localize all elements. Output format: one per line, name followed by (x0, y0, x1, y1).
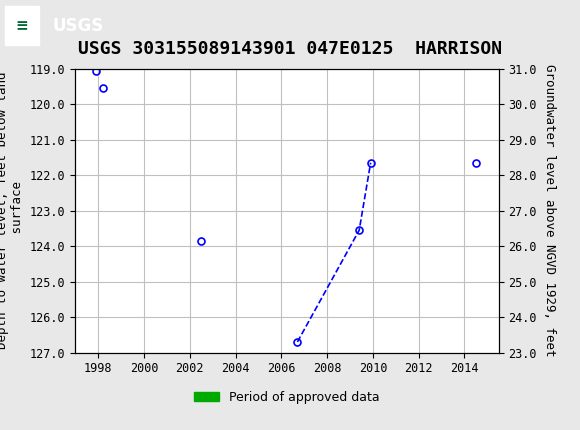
FancyBboxPatch shape (5, 6, 39, 46)
Legend: Period of approved data: Period of approved data (189, 386, 385, 409)
Text: USGS 303155089143901 047E0125  HARRISON: USGS 303155089143901 047E0125 HARRISON (78, 40, 502, 58)
Text: ≡: ≡ (16, 18, 28, 33)
Bar (94, 353, 98, 357)
Y-axis label: Depth to water level, feet below land
 surface: Depth to water level, feet below land su… (0, 72, 24, 350)
Bar (472, 353, 476, 357)
Bar (198, 353, 202, 357)
Y-axis label: Groundwater level above NGVD 1929, feet: Groundwater level above NGVD 1929, feet (542, 64, 556, 357)
Bar (295, 353, 299, 357)
Bar (352, 353, 367, 357)
Text: USGS: USGS (52, 17, 103, 35)
